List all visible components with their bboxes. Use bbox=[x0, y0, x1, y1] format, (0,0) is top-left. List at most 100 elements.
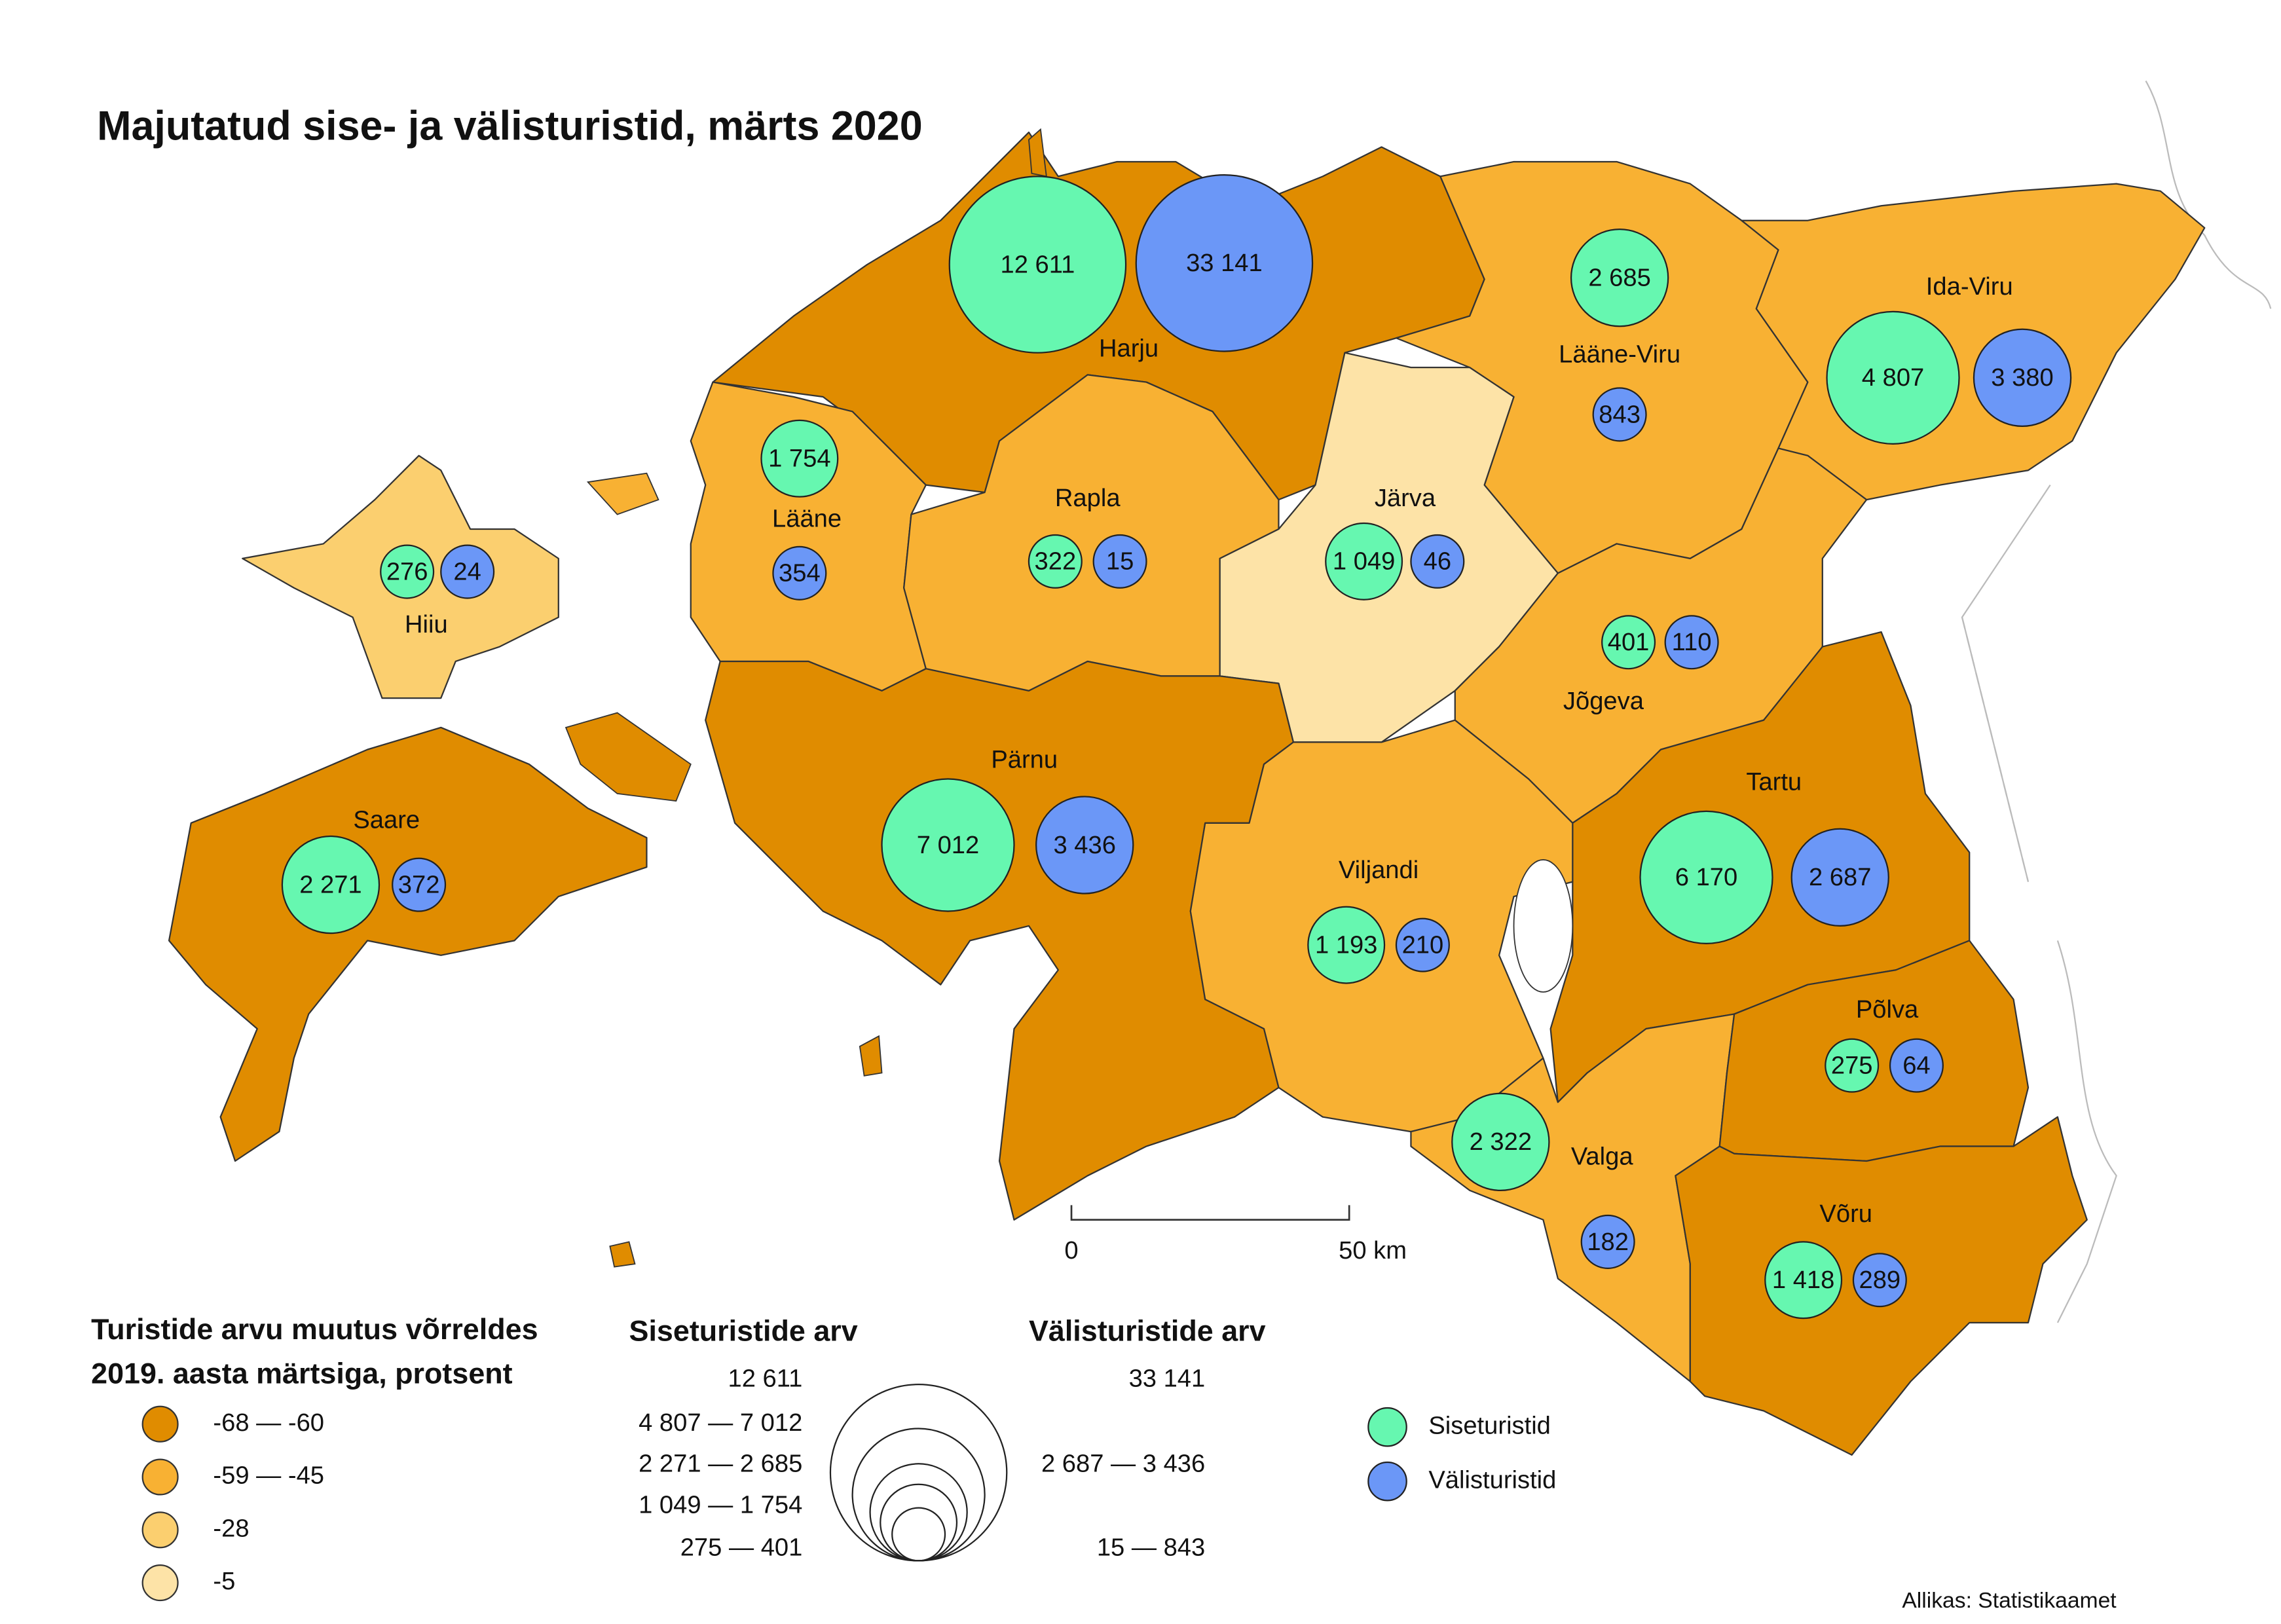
legend-label: Välisturistid bbox=[1428, 1466, 1556, 1494]
lake bbox=[1513, 859, 1574, 993]
bubble-label: 1 049 bbox=[1333, 547, 1395, 576]
legend-size-label: 12 611 bbox=[728, 1364, 803, 1392]
bubble-label: 322 bbox=[1035, 547, 1077, 576]
region-label: Põlva bbox=[1856, 995, 1919, 1024]
bubble bbox=[1570, 229, 1669, 327]
region-label: Lääne bbox=[772, 505, 842, 533]
bubble-label: 12 611 bbox=[1000, 250, 1075, 278]
legend-swatch bbox=[141, 1405, 179, 1443]
bubble bbox=[1410, 534, 1465, 589]
legend-size-label: 1 049 — 1 754 bbox=[639, 1490, 802, 1519]
legend-label: -5 bbox=[213, 1567, 235, 1595]
region-label: Valga bbox=[1571, 1143, 1634, 1171]
bubble-label: 1 418 bbox=[1772, 1266, 1834, 1294]
bubble-label: 2 271 bbox=[299, 870, 362, 898]
bubble-label: 1 754 bbox=[768, 445, 830, 473]
legend-swatch bbox=[141, 1511, 179, 1549]
bubble-label: 110 bbox=[1672, 628, 1712, 656]
bubble-label: 3 380 bbox=[1991, 363, 2053, 392]
bubble-label: 46 bbox=[1424, 547, 1451, 576]
scale-start: 0 bbox=[1064, 1236, 1078, 1264]
bubble-label: 275 bbox=[1831, 1051, 1873, 1079]
bubble bbox=[1307, 906, 1386, 984]
bubble-label: 1 193 bbox=[1315, 931, 1377, 959]
bubble bbox=[1035, 796, 1134, 895]
legend-title: Välisturistide arv bbox=[1029, 1314, 1266, 1347]
legend-title: Turistide arvu muutus võrreldes bbox=[91, 1312, 538, 1346]
bubble bbox=[392, 857, 447, 912]
legend-swatch bbox=[141, 1564, 179, 1602]
bubble bbox=[1325, 522, 1403, 600]
bubble-label: 2 685 bbox=[1588, 264, 1650, 292]
bubble-label: 843 bbox=[1599, 400, 1641, 428]
legend-size-label: 15 — 843 bbox=[1097, 1534, 1205, 1562]
bubble-label: 289 bbox=[1859, 1266, 1901, 1294]
bubble bbox=[380, 544, 435, 599]
legend-swatch bbox=[1367, 1461, 1407, 1502]
island bbox=[609, 1241, 636, 1268]
legend-size-circle bbox=[891, 1507, 946, 1562]
bubble-label: 3 436 bbox=[1053, 831, 1115, 859]
region-label: Hiiu bbox=[405, 610, 448, 638]
legend-swatch bbox=[1367, 1407, 1407, 1447]
legend-size-label: 275 — 401 bbox=[680, 1534, 803, 1562]
legend-label: Siseturistid bbox=[1428, 1411, 1551, 1439]
bubble bbox=[1825, 1038, 1880, 1093]
region-label: Tartu bbox=[1746, 767, 1802, 796]
bubble bbox=[1601, 615, 1656, 670]
bubble-label: 210 bbox=[1402, 931, 1444, 959]
region-label: Pärnu bbox=[991, 746, 1058, 774]
legend-swatch bbox=[141, 1458, 179, 1496]
scale-end: 50 km bbox=[1339, 1236, 1407, 1264]
legend-size-label: 2 687 — 3 436 bbox=[1041, 1450, 1205, 1478]
bubble bbox=[1764, 1241, 1843, 1320]
island bbox=[859, 1035, 883, 1077]
legend-title: 2019. aasta märtsiga, protsent bbox=[91, 1357, 513, 1390]
bubble bbox=[1973, 328, 2072, 428]
bubble bbox=[1664, 615, 1719, 670]
bubble bbox=[1639, 810, 1773, 944]
base-layer bbox=[1961, 80, 2272, 1323]
legend-label: -68 — -60 bbox=[213, 1409, 324, 1437]
legend-size-label: 4 807 — 7 012 bbox=[639, 1409, 802, 1437]
bubble-label: 2 687 bbox=[1809, 863, 1871, 891]
bubble bbox=[1826, 310, 1960, 445]
bubble bbox=[1028, 534, 1083, 589]
bubble bbox=[1889, 1038, 1944, 1093]
bubble-label: 372 bbox=[398, 870, 440, 898]
bubble-label: 64 bbox=[1902, 1051, 1930, 1079]
bubble-label: 354 bbox=[779, 559, 821, 587]
bubble-label: 182 bbox=[1587, 1228, 1629, 1256]
bubble bbox=[760, 419, 839, 498]
legend-title: Siseturistide arv bbox=[629, 1314, 858, 1347]
region-label: Viljandi bbox=[1339, 856, 1419, 884]
scale-line bbox=[1070, 1205, 1350, 1221]
bubble bbox=[1580, 1214, 1635, 1269]
bubble bbox=[281, 835, 380, 934]
legend: Turistide arvu muutus võrreldes 2019. aas… bbox=[91, 1312, 1556, 1602]
region-label: Ida-Viru bbox=[1926, 272, 2013, 301]
bubble-label: 15 bbox=[1106, 547, 1134, 576]
region-labels: Harju Lääne-Viru Ida-Viru Lääne Rapla Järva Hi… bbox=[353, 272, 2012, 1228]
region-label: Rapla bbox=[1055, 484, 1121, 512]
bubble bbox=[1395, 917, 1450, 972]
bubble bbox=[1592, 387, 1647, 442]
bubble bbox=[1092, 534, 1147, 589]
source: Allikas: Statistikaamet bbox=[1902, 1589, 2117, 1613]
region-label: Saare bbox=[353, 806, 420, 834]
region-label: Jõgeva bbox=[1563, 687, 1644, 715]
bubble-label: 276 bbox=[386, 557, 428, 585]
region-label: Järva bbox=[1375, 484, 1436, 512]
bubbles: 12 611 33 141 2 685 843 4 807 3 380 1 754 354 32… bbox=[281, 174, 2072, 1320]
bubble-label: 33 141 bbox=[1186, 249, 1263, 277]
bubble-label: 4 807 bbox=[1862, 363, 1924, 392]
bubble bbox=[881, 778, 1015, 912]
bubble-label: 7 012 bbox=[917, 831, 979, 859]
bubble bbox=[440, 544, 495, 599]
legend-label: -59 — -45 bbox=[213, 1462, 324, 1490]
region-label: Harju bbox=[1099, 334, 1159, 362]
bubble bbox=[1852, 1253, 1907, 1308]
bubble-label: 401 bbox=[1608, 628, 1650, 656]
bubble-label: 6 170 bbox=[1675, 863, 1737, 891]
